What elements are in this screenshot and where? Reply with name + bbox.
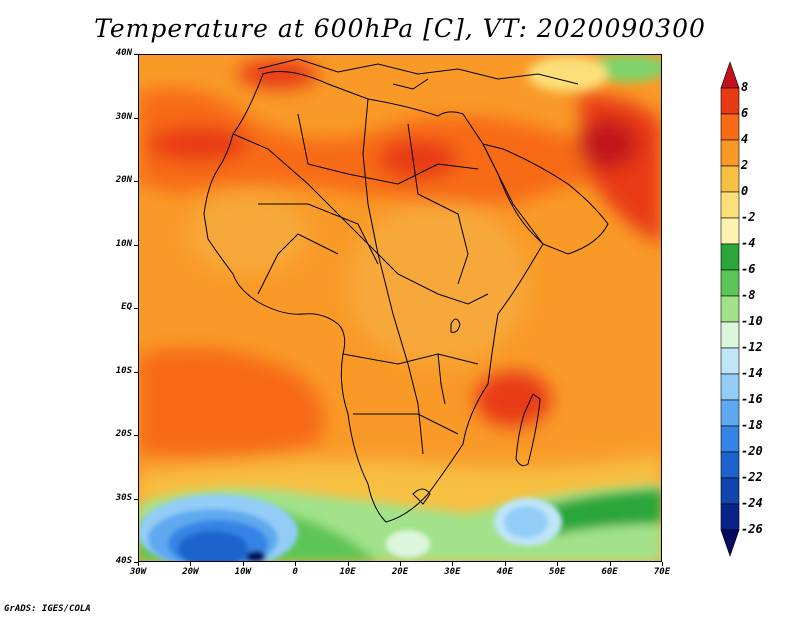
lat-label: EQ <box>121 302 132 312</box>
colorbar-label: 2 <box>741 158 749 172</box>
colorbar-label: -22 <box>741 470 763 484</box>
lon-tick <box>242 562 244 566</box>
lon-label: 70E <box>653 567 671 577</box>
lon-tick <box>347 562 349 566</box>
lat-label: 40S <box>115 556 132 566</box>
lon-label: 50E <box>549 567 566 577</box>
colorbar-segment <box>720 451 740 479</box>
lon-label: 0 <box>292 567 298 577</box>
colorbar-segment <box>720 217 740 245</box>
colorbar-label: -12 <box>741 340 763 354</box>
colorbar-label: -20 <box>741 444 763 458</box>
colorbar-label: -26 <box>741 522 763 536</box>
lat-label: 10N <box>115 238 132 249</box>
colorbar-label: -16 <box>741 392 763 406</box>
lon-label: 30W <box>129 567 147 577</box>
lon-tick <box>138 562 139 566</box>
lat-label: 10S <box>115 365 132 376</box>
lat-label: 30N <box>115 111 132 122</box>
colorbar-segment <box>720 113 740 141</box>
credit-text: GrADS: IGES/COLA <box>4 604 91 614</box>
lon-tick <box>400 562 401 566</box>
lon-tick <box>557 562 559 566</box>
lat-tick <box>134 54 138 55</box>
colorbar-label: 4 <box>741 132 749 146</box>
cold-pools <box>138 494 562 562</box>
colorbar-label: -2 <box>741 210 756 224</box>
colorbar-segment <box>720 87 740 115</box>
lat-tick <box>134 308 138 309</box>
colorbar-label: 6 <box>741 106 749 120</box>
lat-label: 20N <box>115 175 132 185</box>
colorbar-segment <box>720 347 740 375</box>
lon-label: 60E <box>601 567 618 577</box>
chart-title: Temperature at 600hPa [C], VT: 202009030… <box>94 14 706 43</box>
colorbar-segment <box>720 425 740 453</box>
lon-label: 10W <box>234 567 251 577</box>
lat-label: 20S <box>115 429 132 439</box>
colorbar-segment <box>720 399 740 427</box>
colorbar-segment <box>720 373 740 401</box>
colorbar-segment <box>720 61 740 89</box>
lon-tick <box>504 562 506 566</box>
colorbar-label: -10 <box>741 314 763 328</box>
colorbar-segment <box>720 477 740 505</box>
colorbar-label: -4 <box>741 236 756 250</box>
lat-tick <box>134 562 138 563</box>
lon-label: 40E <box>496 567 513 577</box>
lat-tick <box>134 244 138 246</box>
colorbar-label: 8 <box>741 80 749 94</box>
lon-label: 20W <box>182 567 199 577</box>
lon-tick <box>609 562 611 566</box>
coastlines <box>203 58 609 523</box>
colorbar-label: -6 <box>741 262 756 276</box>
colorbar-segment <box>720 503 740 531</box>
temperature-field <box>138 54 662 562</box>
lon-tick <box>295 562 297 566</box>
colorbar-segment <box>720 165 740 193</box>
colorbar-label: 0 <box>741 184 749 198</box>
colorbar-segment <box>720 321 740 349</box>
colorbar-segment <box>720 269 740 297</box>
colorbar-label: -8 <box>741 288 756 302</box>
colorbar-segment <box>720 295 740 323</box>
lat-label: 40N <box>115 48 132 58</box>
lat-tick <box>134 371 138 373</box>
colorbar-segment <box>720 529 740 557</box>
lat-tick <box>134 117 138 119</box>
colorbar-segment <box>720 243 740 271</box>
lat-tick <box>134 435 138 436</box>
lat-tick <box>134 181 138 182</box>
map-area <box>138 54 662 562</box>
colorbar-label: -24 <box>741 496 763 510</box>
lon-tick <box>190 562 192 566</box>
colorbar-segment <box>720 139 740 167</box>
colorbar-segment <box>720 191 740 219</box>
colorbar-label: -14 <box>741 366 763 380</box>
lon-label: 20E <box>391 567 409 577</box>
lat-tick <box>134 498 138 500</box>
lon-tick <box>662 562 663 566</box>
lon-label: 10E <box>339 567 356 577</box>
lon-label: 30E <box>444 567 461 577</box>
colorbar-label: -18 <box>741 418 763 432</box>
lon-tick <box>452 562 454 566</box>
lat-label: 30S <box>115 492 132 503</box>
